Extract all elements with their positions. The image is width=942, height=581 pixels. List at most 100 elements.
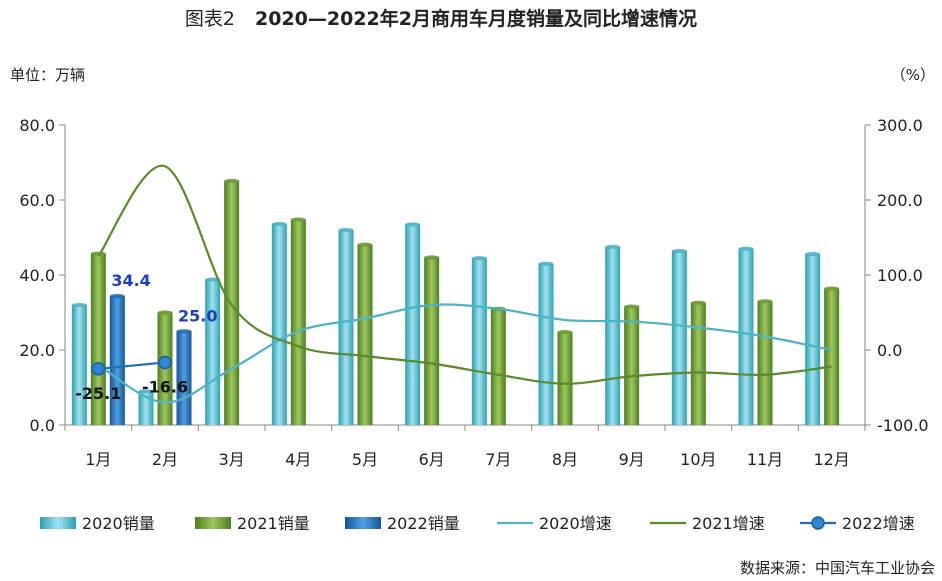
legend-label: 2020销量 <box>82 514 155 533</box>
bar-cap <box>109 294 125 298</box>
legend-item-2020增速: 2020增速 <box>497 514 612 533</box>
line-2022增速 <box>98 361 166 370</box>
left-axis-tick-label: 0.0 <box>30 416 55 435</box>
left-axis-tick-label: 80.0 <box>19 116 55 135</box>
point-2022增速-2月 <box>158 355 172 370</box>
legend-marker <box>811 516 825 530</box>
legend-item-2020销量: 2020销量 <box>40 514 155 533</box>
bar-cap <box>757 299 773 304</box>
bar-2020销量-7月 <box>471 258 487 425</box>
legend-swatch <box>40 517 76 529</box>
x-axis-tick-label: 10月 <box>680 450 716 469</box>
x-axis-tick-label: 4月 <box>285 450 311 469</box>
left-axis-unit: 单位：万辆 <box>10 66 85 84</box>
bar-cap <box>157 310 173 315</box>
bar-2021销量-11月 <box>757 301 773 425</box>
line-data-label: -16.6 <box>142 377 188 396</box>
bar-2020销量-10月 <box>671 251 687 425</box>
bar-data-label: 25.0 <box>178 306 217 325</box>
x-axis-tick-label: 3月 <box>219 450 245 469</box>
bar-cap <box>557 330 573 334</box>
bar-cap <box>338 228 354 232</box>
legend-label: 2021销量 <box>237 514 310 533</box>
bar-2020销量-4月 <box>271 224 287 425</box>
bar-2021销量-3月 <box>224 180 240 425</box>
right-axis-unit: （%） <box>891 66 935 84</box>
bar-2020销量-8月 <box>538 263 554 425</box>
bar-2021销量-12月 <box>824 288 840 425</box>
legend-item-2022增速: 2022增速 <box>800 514 915 533</box>
bar-cap <box>138 389 154 394</box>
legend-label: 2020增速 <box>539 514 612 533</box>
bar-cap <box>605 244 621 249</box>
bar-2021销量-7月 <box>490 308 506 425</box>
x-axis-tick-label: 1月 <box>85 450 111 469</box>
bar-2021销量-4月 <box>290 219 306 425</box>
bar-cap <box>271 222 287 226</box>
chart-title: 2020—2022年2月商用车月度销量及同比增速情况 <box>255 7 697 30</box>
data-source: 数据来源：中国汽车工业协会 <box>740 559 935 577</box>
x-axis-tick-label: 7月 <box>485 450 511 469</box>
bar-2021销量-5月 <box>357 244 373 425</box>
bar-cap <box>690 300 706 305</box>
x-axis-tick-label: 2月 <box>152 450 178 469</box>
left-axis-tick-label: 40.0 <box>19 266 55 285</box>
bar-2021销量-8月 <box>557 332 573 425</box>
bar-cap <box>805 252 821 256</box>
bar-cap <box>176 329 192 334</box>
legend-label: 2022增速 <box>842 514 915 533</box>
bar-cap <box>71 303 87 307</box>
bar-2021销量-6月 <box>424 257 440 425</box>
line-data-label: -25.1 <box>75 384 121 403</box>
right-axis-tick-label: 200.0 <box>877 191 923 210</box>
bar-cap <box>624 304 640 309</box>
legend-item-2022销量: 2022销量 <box>345 514 460 533</box>
bar-data-label: 34.4 <box>111 271 150 290</box>
bar-cap <box>224 178 240 183</box>
right-axis-tick-label: 100.0 <box>877 266 923 285</box>
bar-2020销量-5月 <box>338 230 354 425</box>
right-axis-tick-label: 300.0 <box>877 116 923 135</box>
bar-2020销量-6月 <box>405 224 421 425</box>
bar-cap <box>471 256 487 261</box>
right-axis-tick-label: -100.0 <box>877 416 929 435</box>
legend-swatch <box>345 517 381 529</box>
bar-cap <box>538 261 554 266</box>
legend-label: 2022销量 <box>387 514 460 533</box>
bar-2020销量-11月 <box>738 248 754 425</box>
bar-cap <box>424 255 440 260</box>
line-2021增速 <box>97 164 832 385</box>
bar-2021销量-9月 <box>624 306 640 425</box>
legend-item-2021增速: 2021增速 <box>650 514 765 533</box>
bar-2022销量-1月 <box>109 296 125 425</box>
bar-cap <box>738 246 754 251</box>
bar-cap <box>290 217 306 222</box>
legend-item-2021销量: 2021销量 <box>195 514 310 533</box>
bar-2021销量-1月 <box>90 253 106 425</box>
left-axis-tick-label: 20.0 <box>19 341 55 360</box>
chart-title-prefix: 图表2 <box>185 8 235 30</box>
x-axis-tick-label: 5月 <box>352 450 378 469</box>
bar-cap <box>405 222 421 227</box>
bar-cap <box>824 286 840 291</box>
bar-cap <box>90 251 106 256</box>
x-axis-tick-label: 9月 <box>619 450 645 469</box>
point-2022增速-1月 <box>91 362 106 376</box>
bar-cap <box>205 277 221 282</box>
line-2020增速 <box>97 303 832 404</box>
legend-label: 2021增速 <box>692 514 765 533</box>
bar-2022销量-2月 <box>176 331 192 425</box>
x-axis-tick-label: 12月 <box>813 450 849 469</box>
bar-2021销量-10月 <box>690 302 706 425</box>
x-axis-tick-label: 11月 <box>747 450 783 469</box>
x-axis-tick-label: 6月 <box>419 450 445 469</box>
bar-2020销量-9月 <box>605 246 621 425</box>
bar-cap <box>357 242 373 247</box>
bar-2020销量-1月 <box>71 305 87 425</box>
legend-swatch <box>195 517 231 529</box>
right-axis-tick-label: 0.0 <box>877 341 902 360</box>
bar-cap <box>671 249 687 253</box>
left-axis-tick-label: 60.0 <box>19 191 55 210</box>
bar-2020销量-12月 <box>805 254 821 425</box>
